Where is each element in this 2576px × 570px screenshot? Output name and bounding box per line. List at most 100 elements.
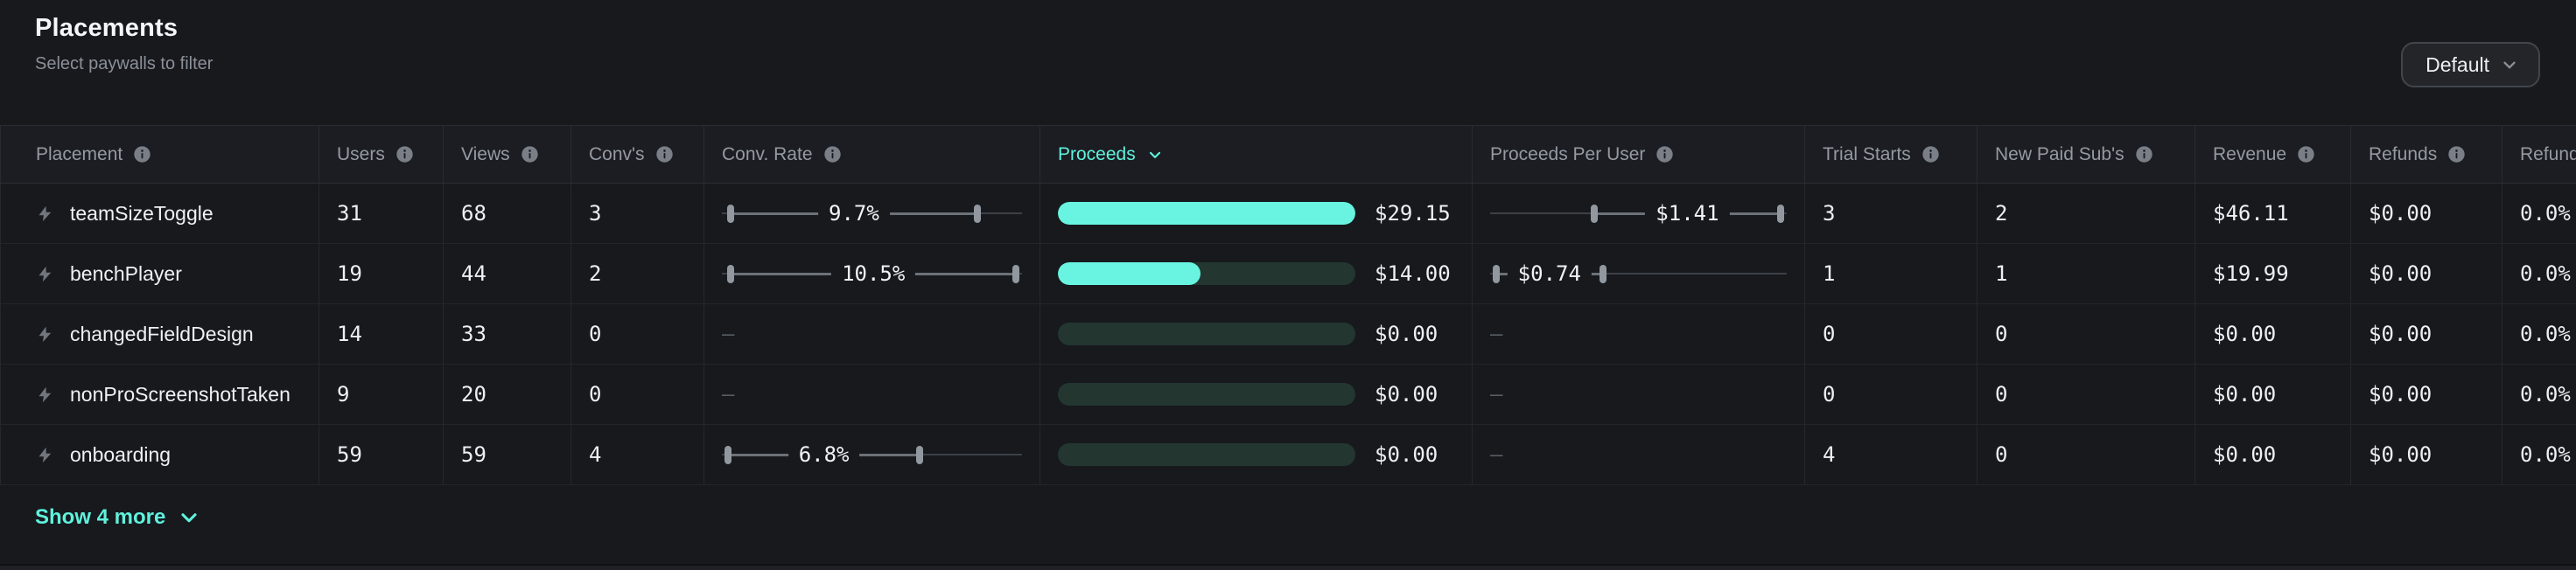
placement-bolt-icon bbox=[38, 326, 52, 342]
column-header-label: Views bbox=[461, 143, 510, 164]
range-handle-high[interactable] bbox=[1012, 264, 1020, 283]
cell-value: 3 bbox=[589, 201, 602, 226]
info-icon[interactable] bbox=[2447, 145, 2466, 163]
cell-value: 2 bbox=[1995, 201, 2008, 226]
cell-value: 4 bbox=[589, 442, 602, 467]
placements-table: Placement Users Views Conv's Conv. Rate Proce… bbox=[0, 125, 2576, 485]
range-handle-low[interactable] bbox=[724, 445, 732, 464]
cell-value: 31 bbox=[337, 201, 362, 226]
preset-dropdown-button[interactable]: Default bbox=[2401, 42, 2540, 87]
cell-trials: 0 bbox=[1805, 304, 1978, 364]
cell-conv_rate: 6.8% bbox=[704, 425, 1040, 484]
cell-conv_rate: 10.5% bbox=[704, 244, 1040, 303]
cell-ppu: – bbox=[1473, 425, 1805, 484]
table-row[interactable]: onboarding 59 59 4 6.8% $0.00 – 4 0 $0.00 $0.00 0.0… bbox=[0, 425, 2576, 485]
placement-bolt-icon bbox=[38, 205, 52, 221]
range-interval: 9.7% bbox=[722, 184, 1022, 243]
cell-placement: changedFieldDesign bbox=[0, 304, 319, 364]
proceeds-bar-track bbox=[1058, 383, 1355, 406]
cell-refund_rate: 0.0% bbox=[2502, 365, 2576, 424]
info-icon[interactable] bbox=[655, 145, 674, 163]
column-header-new_subs[interactable]: New Paid Sub's bbox=[1978, 126, 2195, 183]
cell-value: 14 bbox=[337, 322, 362, 346]
info-icon[interactable] bbox=[823, 145, 842, 163]
cell-new_subs: 0 bbox=[1978, 365, 2195, 424]
cell-value: $46.11 bbox=[2213, 201, 2289, 226]
column-header-trials[interactable]: Trial Starts bbox=[1805, 126, 1978, 183]
column-header-users[interactable]: Users bbox=[319, 126, 444, 183]
info-icon[interactable] bbox=[396, 145, 414, 163]
cell-value: 3 bbox=[1823, 201, 1836, 226]
cell-trials: 3 bbox=[1805, 184, 1978, 243]
placement-bolt-icon bbox=[38, 266, 52, 282]
column-header-refunds[interactable]: Refunds bbox=[2351, 126, 2502, 183]
info-icon[interactable] bbox=[2297, 145, 2315, 163]
range-handle-high[interactable] bbox=[1777, 204, 1785, 223]
table-row[interactable]: benchPlayer 19 44 2 10.5% $14.00 $0.74 1 1 $19.99… bbox=[0, 244, 2576, 304]
column-header-revenue[interactable]: Revenue bbox=[2195, 126, 2351, 183]
column-header-label: Refund Rate bbox=[2520, 143, 2576, 164]
cell-views: 33 bbox=[444, 304, 571, 364]
cell-value: 0.0% bbox=[2520, 261, 2571, 286]
column-header-placement[interactable]: Placement bbox=[0, 126, 319, 183]
cell-placement: onboarding bbox=[0, 425, 319, 484]
cell-value: $0.00 bbox=[2369, 201, 2432, 226]
cell-proceeds: $29.15 bbox=[1040, 184, 1473, 243]
cell-users: 19 bbox=[319, 244, 444, 303]
range-handle-low[interactable] bbox=[1492, 264, 1500, 283]
cell-views: 44 bbox=[444, 244, 571, 303]
cell-ppu: $1.41 bbox=[1473, 184, 1805, 243]
cell-value: $0.00 bbox=[2213, 322, 2277, 346]
cell-value: 59 bbox=[461, 442, 486, 467]
placement-name: changedFieldDesign bbox=[70, 322, 254, 345]
placement-name: onboarding bbox=[70, 442, 172, 466]
cell-ppu: – bbox=[1473, 365, 1805, 424]
cell-revenue: $0.00 bbox=[2195, 425, 2351, 484]
info-icon[interactable] bbox=[1922, 145, 1940, 163]
cell-revenue: $46.11 bbox=[2195, 184, 2351, 243]
column-header-label: Conv's bbox=[589, 143, 645, 164]
range-handle-low[interactable] bbox=[727, 264, 735, 283]
proceeds-bar-track bbox=[1058, 262, 1355, 285]
cell-value: 0 bbox=[1995, 382, 2008, 407]
info-icon[interactable] bbox=[521, 145, 539, 163]
column-header-proceeds[interactable]: Proceeds bbox=[1040, 126, 1473, 183]
empty-value-dash: – bbox=[1490, 322, 1503, 346]
proceeds-value: $0.00 bbox=[1375, 442, 1438, 467]
range-handle-high[interactable] bbox=[1599, 264, 1606, 283]
cell-value: $0.00 bbox=[2213, 382, 2277, 407]
table-row[interactable]: nonProScreenshotTaken 9 20 0 – $0.00 – 0 0 $0.00 $… bbox=[0, 365, 2576, 425]
range-handle-high[interactable] bbox=[973, 204, 981, 223]
cell-ppu: $0.74 bbox=[1473, 244, 1805, 303]
range-handle-low[interactable] bbox=[727, 204, 735, 223]
range-value-label: 6.8% bbox=[788, 442, 860, 467]
info-icon[interactable] bbox=[2135, 145, 2153, 163]
table-row[interactable]: teamSizeToggle 31 68 3 9.7% $29.15 $1.41 3 2 $46.… bbox=[0, 184, 2576, 244]
cell-trials: 0 bbox=[1805, 365, 1978, 424]
info-icon[interactable] bbox=[1656, 145, 1674, 163]
table-row[interactable]: changedFieldDesign 14 33 0 – $0.00 – 0 0 $0.00 $0.… bbox=[0, 304, 2576, 365]
column-header-views[interactable]: Views bbox=[444, 126, 571, 183]
column-header-ppu[interactable]: Proceeds Per User bbox=[1473, 126, 1805, 183]
cell-value: 0.0% bbox=[2520, 442, 2571, 467]
show-more-label: Show 4 more bbox=[35, 505, 166, 529]
column-header-convs[interactable]: Conv's bbox=[571, 126, 704, 183]
info-icon[interactable] bbox=[133, 145, 151, 163]
cell-value: $0.00 bbox=[2213, 442, 2277, 467]
column-header-refund_rate[interactable]: Refund Rate bbox=[2502, 126, 2576, 183]
column-header-label: Revenue bbox=[2213, 143, 2287, 164]
column-header-label: Proceeds Per User bbox=[1490, 143, 1646, 164]
column-header-conv_rate[interactable]: Conv. Rate bbox=[704, 126, 1040, 183]
range-handle-high[interactable] bbox=[916, 445, 924, 464]
range-interval: $0.74 bbox=[1490, 244, 1787, 303]
cell-refund_rate: 0.0% bbox=[2502, 244, 2576, 303]
cell-conv_rate: – bbox=[704, 304, 1040, 364]
proceeds-bar: $0.00 bbox=[1058, 322, 1472, 346]
empty-value-dash: – bbox=[1490, 382, 1503, 407]
cell-trials: 4 bbox=[1805, 425, 1978, 484]
cell-new_subs: 2 bbox=[1978, 184, 2195, 243]
cell-refunds: $0.00 bbox=[2351, 184, 2502, 243]
show-more-button[interactable]: Show 4 more bbox=[35, 505, 200, 530]
cell-value: $19.99 bbox=[2213, 261, 2289, 286]
range-handle-low[interactable] bbox=[1590, 204, 1598, 223]
